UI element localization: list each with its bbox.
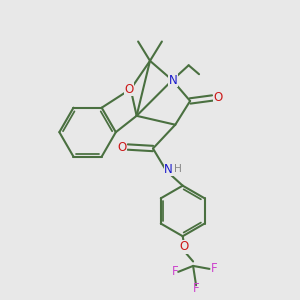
Text: O: O bbox=[117, 140, 126, 154]
Text: O: O bbox=[124, 82, 134, 96]
Text: F: F bbox=[193, 282, 200, 295]
Text: N: N bbox=[169, 74, 177, 87]
Text: F: F bbox=[211, 262, 217, 275]
Text: N: N bbox=[164, 163, 173, 176]
Text: O: O bbox=[214, 92, 223, 104]
Text: H: H bbox=[174, 164, 182, 174]
Text: F: F bbox=[172, 266, 178, 278]
Text: O: O bbox=[180, 240, 189, 253]
